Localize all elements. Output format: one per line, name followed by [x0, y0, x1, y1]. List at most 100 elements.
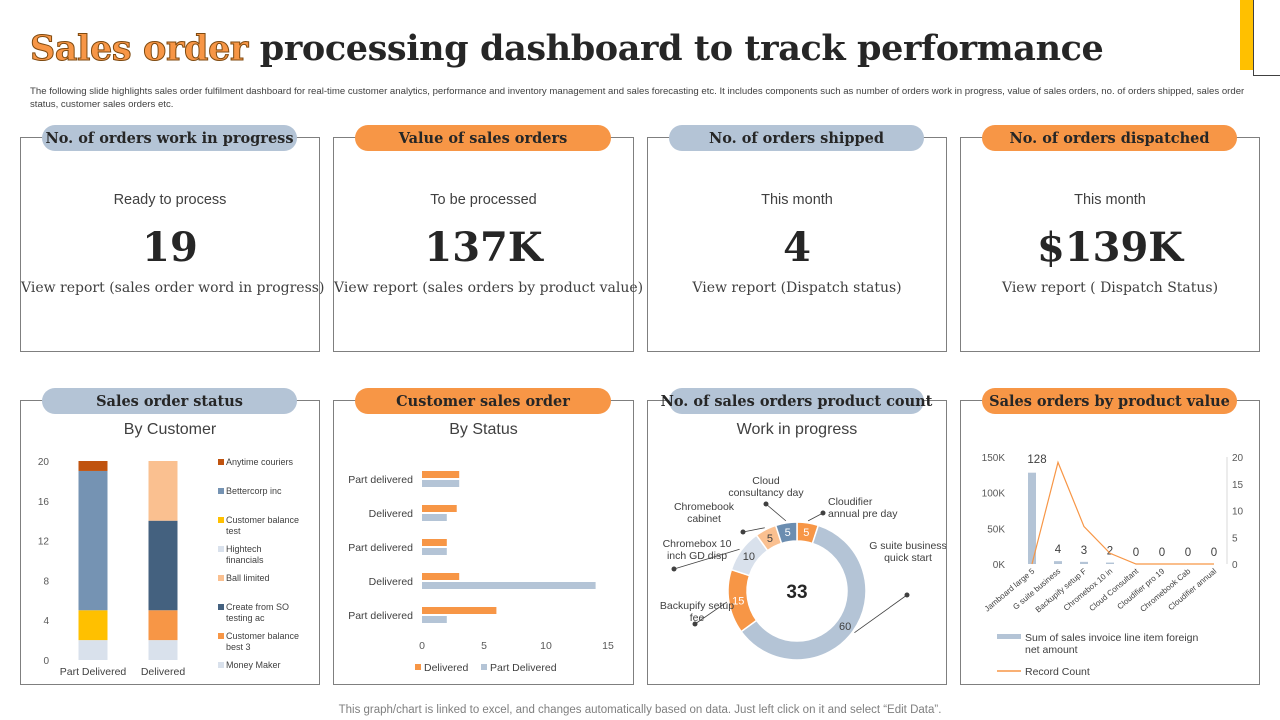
leader-dot	[820, 510, 826, 516]
y-left-tick-label: 0K	[993, 560, 1006, 571]
chart-header-sales-order-status: Sales order status	[42, 388, 297, 414]
kpi-value: 137K	[424, 224, 543, 271]
page-title: Sales order processing dashboard to trac…	[30, 28, 1104, 70]
legend-label: Bettercorp inc	[226, 486, 282, 496]
leader-dot	[671, 566, 677, 572]
donut-slice-label: Chromebook cabinet	[674, 501, 735, 525]
bar-segment	[148, 640, 178, 660]
kpi-report-link[interactable]: View report (sales orders by product val…	[334, 280, 644, 296]
bar-delivered	[422, 505, 457, 512]
leader-line	[694, 601, 728, 625]
donut-chart: 5 Cloudifier annual pre day 60 G suite busin…	[660, 475, 946, 661]
y-tick-label: 8	[43, 576, 49, 587]
leader-dot	[692, 621, 698, 627]
x-tick-label: 10	[540, 640, 552, 652]
bar-data-label: 0	[1185, 547, 1191, 559]
bar	[1080, 561, 1088, 564]
kpi-panel-value-of-sales: To be processed 137K View report (sales …	[333, 137, 644, 352]
chart-title: By Status	[449, 421, 518, 438]
bar-part-delivered	[422, 514, 447, 521]
y-tick-label: 16	[38, 497, 50, 508]
donut-slice-value: 5	[803, 527, 809, 539]
legend-swatch	[218, 546, 224, 552]
donut-slice-value: 15	[732, 595, 744, 607]
kpi-panel-orders-shipped: This month 4 View report (Dispatch statu…	[647, 137, 947, 352]
donut-slice-value: 5	[767, 533, 773, 545]
bar-part-delivered	[422, 616, 447, 623]
legend-label: Customer balance test	[226, 515, 299, 536]
leader-dot	[763, 501, 769, 507]
kpi-header-work-in-progress: No. of orders work in progress	[42, 125, 297, 151]
legend-label: Money Maker	[226, 660, 281, 670]
donut-center-label: 33	[786, 582, 807, 603]
bar-segment	[148, 520, 178, 611]
kpi-report-link[interactable]: View report (Dispatch status)	[692, 280, 902, 296]
legend-label: Ball limited	[226, 573, 270, 583]
bar-delivered	[422, 471, 460, 478]
bar-part-delivered	[422, 582, 596, 589]
x-category-label: Cloudifier annual	[1167, 566, 1219, 612]
kpi-label: This month	[1074, 192, 1146, 208]
donut-slice	[774, 521, 798, 545]
legend-swatch	[218, 633, 224, 639]
legend-swatch	[481, 664, 487, 670]
y-category-label: Part delivered	[348, 610, 413, 622]
kpi-header-value-of-sales: Value of sales orders	[355, 125, 611, 151]
bar-data-label: 2	[1107, 546, 1113, 558]
bar-data-label: 0	[1133, 547, 1139, 559]
y-left-tick-label: 100K	[982, 489, 1006, 500]
legend-label: Create from SO testing ac	[226, 602, 289, 623]
x-category-label: Part Delivered	[60, 666, 127, 678]
x-category-label: Delivered	[141, 666, 186, 678]
chart-panel-product-value: 0K 50K 100K 150K 0 5 10 15 20 128 Jamboard large 5…	[960, 400, 1260, 685]
donut-slice-label: Backupify setup fee	[660, 600, 734, 624]
chart-panel-product-count: Work in progress 5 Cloudifier annual pre d…	[647, 400, 947, 685]
y-category-label: Delivered	[369, 508, 414, 520]
y-tick-label: 12	[38, 537, 50, 548]
bar	[1028, 472, 1036, 564]
horizontal-bar-chart: Part delivered Delivered Part delivered Del…	[348, 471, 614, 674]
bar-data-label: 0	[1159, 547, 1165, 559]
bar	[1054, 561, 1062, 564]
kpi-label: Ready to process	[113, 192, 227, 208]
donut-slice-label: Chromebox 10 inch GD disp	[663, 538, 732, 562]
leader-dot	[740, 529, 746, 535]
kpi-value: 19	[142, 224, 198, 271]
legend-label: Hightech financials	[226, 544, 264, 565]
bar-data-label: 3	[1081, 545, 1087, 557]
kpi-label: To be processed	[430, 192, 537, 208]
stacked-bar-chart: 0 4 8 12 16 20 Part Delivered Delivered Anytime …	[38, 457, 299, 678]
bar-part-delivered	[422, 480, 460, 487]
legend-swatch	[415, 664, 421, 670]
kpi-report-link[interactable]: View report (sales order word in progres…	[21, 280, 325, 296]
kpi-report-link[interactable]: View report ( Dispatch Status)	[1001, 280, 1219, 296]
leader-line	[742, 527, 765, 533]
bar-data-label: 128	[1027, 454, 1046, 466]
bar-delivered	[422, 539, 447, 546]
bar-delivered	[422, 573, 460, 580]
legend-label: Customer balance best 3	[226, 631, 299, 652]
legend-swatch	[218, 459, 224, 465]
donut-slice-label: Cloudifier annual pre day	[828, 496, 898, 520]
kpi-value: 4	[783, 224, 811, 271]
x-tick-label: 0	[419, 640, 425, 652]
footer-note: This graph/chart is linked to excel, and…	[338, 704, 942, 716]
bar-segment	[78, 470, 108, 611]
bar-delivered	[422, 607, 497, 614]
legend-swatch	[218, 517, 224, 523]
bar-segment	[78, 640, 108, 660]
accent-line-decoration	[1253, 0, 1280, 76]
chart-header-product-count: No. of sales orders product count	[661, 388, 932, 414]
legend-label: Part Delivered	[490, 662, 557, 674]
bar-segment	[148, 461, 178, 521]
bar-data-label: 0	[1211, 547, 1217, 559]
y-category-label: Part delivered	[348, 474, 413, 486]
bar-part-delivered	[422, 548, 447, 555]
kpi-value: $139K	[1036, 224, 1184, 271]
legend-swatch	[218, 488, 224, 494]
chart-panel-customer-sales-order: By Status Part delivered Delivered Part de…	[333, 400, 634, 685]
chart-title: By Customer	[123, 421, 217, 438]
donut-slice-label: Cloud consultancy day	[728, 475, 804, 499]
legend-swatch	[218, 575, 224, 581]
